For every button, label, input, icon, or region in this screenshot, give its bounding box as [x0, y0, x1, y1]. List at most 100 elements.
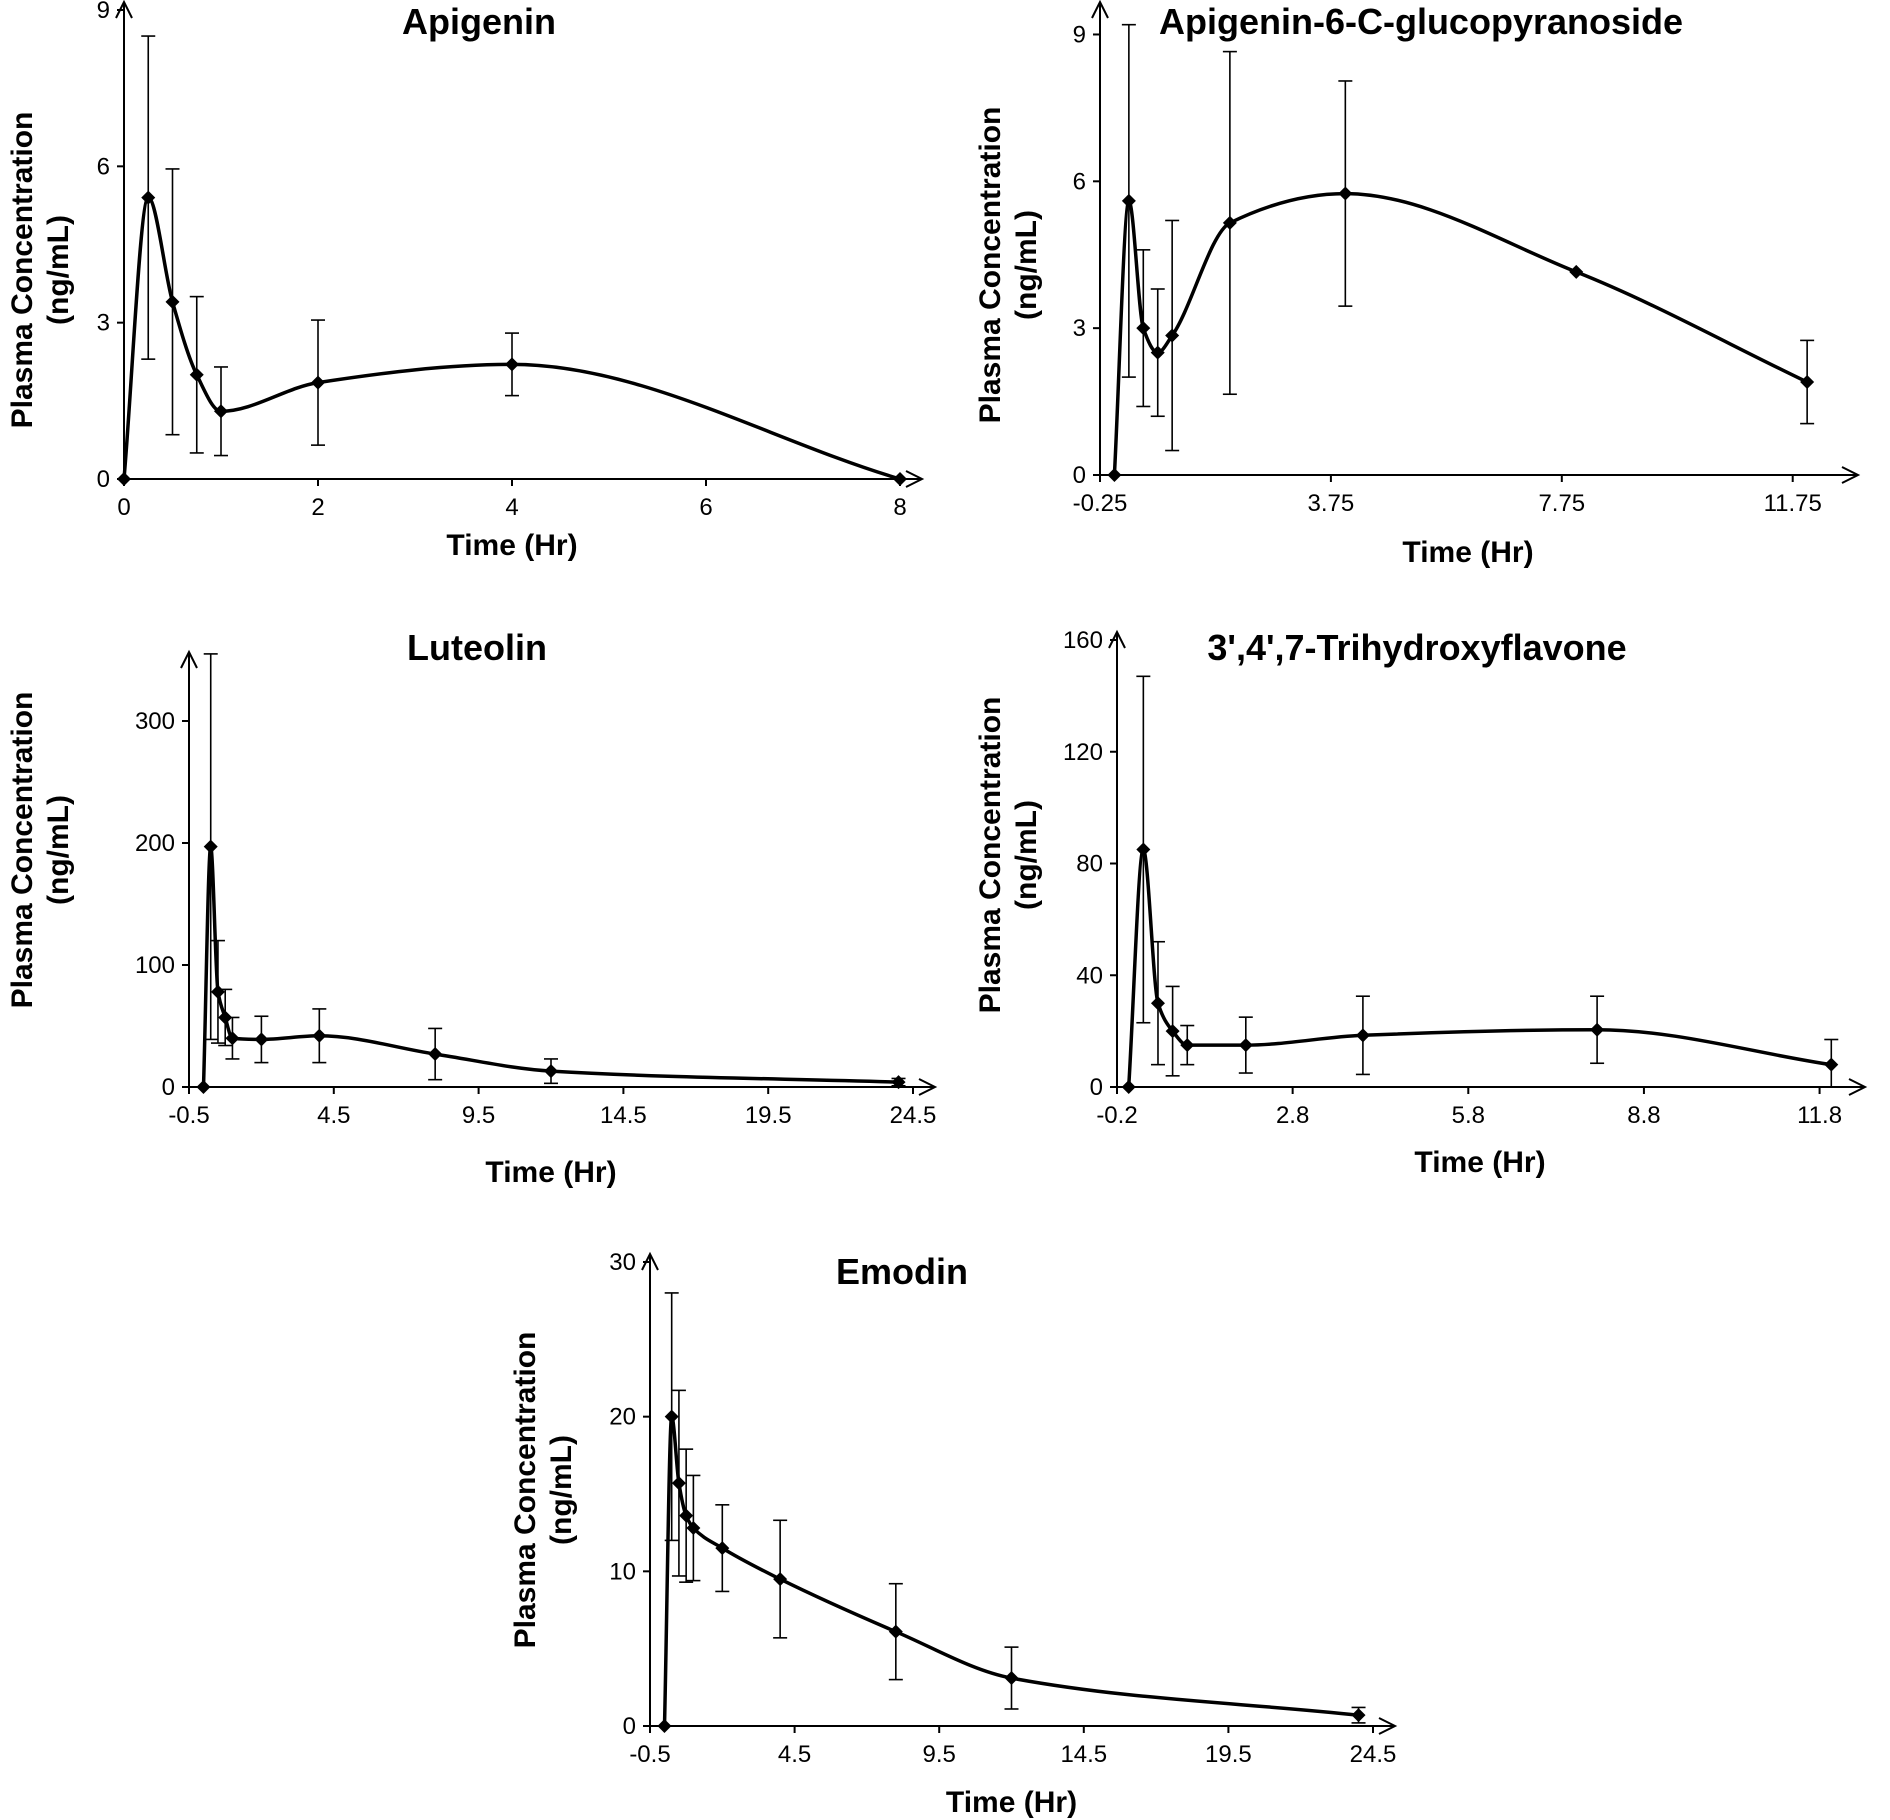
x-tick-label: -0.5	[168, 1102, 209, 1129]
series-line	[1112, 191, 1808, 476]
y-axis-arrow	[1108, 629, 1126, 649]
y-tick-label: 3	[1073, 315, 1086, 342]
x-tick-label: 14.5	[1060, 1741, 1107, 1768]
data-point	[1351, 1708, 1366, 1723]
y-axis-arrow	[1091, 0, 1109, 19]
y-axis-label-line: (ng/mL)	[545, 1435, 578, 1545]
y-tick-label: 0	[1073, 462, 1086, 489]
y-tick-label: 40	[1076, 962, 1103, 989]
data-point	[893, 472, 907, 486]
x-axis-arrow	[918, 1078, 938, 1096]
y-axis-label-line: (ng/mL)	[1010, 800, 1043, 910]
chart-title: Apigenin	[402, 1, 556, 42]
y-tick-label: 100	[135, 952, 175, 979]
y-tick-label: 0	[162, 1074, 175, 1101]
y-axis-label: Plasma Concentration (ng/mL)	[6, 692, 75, 1009]
data-point	[203, 839, 218, 854]
data-point	[225, 1031, 240, 1046]
data-point	[686, 1521, 701, 1536]
x-tick-label: 6	[699, 494, 712, 521]
x-tick-label: 2	[311, 494, 324, 521]
chart-emodin: Emodin 0 10 20 30 -0.5 4.5 9.5 14.5 19.5 24.5 Time …	[509, 1249, 1398, 1819]
y-axis-label-line: Plasma Concentration	[6, 112, 39, 429]
y-tick-label: 160	[1063, 627, 1103, 654]
data-point	[664, 1409, 679, 1424]
data-point	[1136, 842, 1151, 857]
data-point	[679, 1508, 694, 1523]
x-axis-label: Time (Hr)	[485, 1156, 616, 1189]
chart-title: Apigenin-6-C-glucopyranoside	[1159, 1, 1683, 42]
y-tick-label: 10	[609, 1558, 636, 1585]
chart-trihydroxyflavone: 3',4',7-Trihydroxyflavone 0 40 80 120 160 -0.2…	[974, 627, 1868, 1179]
y-tick-label: 0	[97, 466, 110, 493]
y-tick-label: 6	[1073, 168, 1086, 195]
data-point	[117, 472, 131, 486]
x-tick-label: 8	[893, 494, 906, 521]
x-tick-label: 19.5	[1205, 1741, 1252, 1768]
data-point	[189, 367, 204, 382]
data-point	[773, 1572, 788, 1587]
y-tick-label: 300	[135, 708, 175, 735]
chart-title: 3',4',7-Trihydroxyflavone	[1207, 627, 1626, 668]
chart-title: Emodin	[836, 1251, 968, 1292]
x-axis-label: Time (Hr)	[946, 1786, 1077, 1819]
x-tick-label: 4.5	[317, 1102, 350, 1129]
y-axis-label-line: Plasma Concentration	[974, 697, 1007, 1014]
data-point	[891, 1075, 906, 1090]
x-axis-arrow	[1378, 1717, 1398, 1735]
x-axis-arrow	[905, 470, 925, 488]
x-tick-label: 14.5	[600, 1102, 647, 1129]
x-tick-label: 3.75	[1308, 490, 1355, 517]
x-tick-label: 5.8	[1452, 1102, 1485, 1129]
data-point	[218, 1010, 233, 1025]
y-tick-label: 0	[623, 1713, 636, 1740]
data-point	[1569, 264, 1584, 279]
y-axis-label-line: (ng/mL)	[1010, 210, 1043, 320]
x-tick-label: 11.8	[1797, 1102, 1842, 1129]
data-point	[657, 1719, 672, 1733]
data-point	[1222, 215, 1237, 230]
x-tick-label: 9.5	[923, 1741, 956, 1768]
data-point	[254, 1032, 269, 1047]
y-tick-label: 6	[97, 153, 110, 180]
data-point	[1165, 328, 1180, 343]
x-tick-label: 7.75	[1538, 490, 1585, 517]
y-tick-label: 80	[1076, 851, 1103, 878]
chart-luteolin: Luteolin 0 100 200 300 -0.5 4.5 9.5 14.5 19.5 24.5…	[6, 627, 938, 1189]
data-point	[1004, 1671, 1019, 1686]
x-tick-label: 4.5	[778, 1741, 811, 1768]
series-line	[201, 844, 899, 1088]
x-axis-arrow	[1848, 1078, 1868, 1096]
data-point	[1824, 1057, 1839, 1072]
x-tick-label: -0.2	[1096, 1102, 1137, 1129]
y-axis-label-line: Plasma Concentration	[6, 692, 39, 1009]
y-tick-label: 120	[1063, 739, 1103, 766]
y-tick-label: 0	[1090, 1074, 1103, 1101]
y-axis-label: Plasma Concentration (ng/mL)	[6, 112, 75, 429]
data-point	[1150, 345, 1165, 360]
y-tick-label: 30	[609, 1249, 636, 1276]
x-tick-label: -0.5	[629, 1741, 670, 1768]
x-tick-label: -0.25	[1073, 490, 1128, 517]
y-axis-label-line: Plasma Concentration	[974, 107, 1007, 424]
x-tick-label: 24.5	[890, 1102, 937, 1129]
y-axis-arrow	[115, 0, 133, 19]
x-axis-arrow	[1841, 466, 1861, 484]
x-axis-label: Time (Hr)	[446, 529, 577, 562]
x-tick-label: 2.8	[1276, 1102, 1309, 1129]
x-tick-label: 24.5	[1350, 1741, 1397, 1768]
data-point	[1121, 1080, 1136, 1094]
y-axis-label: Plasma Concentration (ng/mL)	[974, 107, 1043, 424]
x-axis-label: Time (Hr)	[1414, 1146, 1545, 1179]
x-tick-label: 19.5	[745, 1102, 792, 1129]
data-point	[311, 375, 325, 390]
data-point	[544, 1064, 558, 1079]
x-tick-label: 4	[505, 494, 518, 521]
y-tick-label: 3	[97, 310, 110, 337]
data-point	[1800, 375, 1815, 389]
data-point	[1136, 321, 1151, 336]
data-point	[1238, 1038, 1253, 1053]
data-point	[888, 1624, 903, 1639]
data-point	[1150, 996, 1165, 1011]
